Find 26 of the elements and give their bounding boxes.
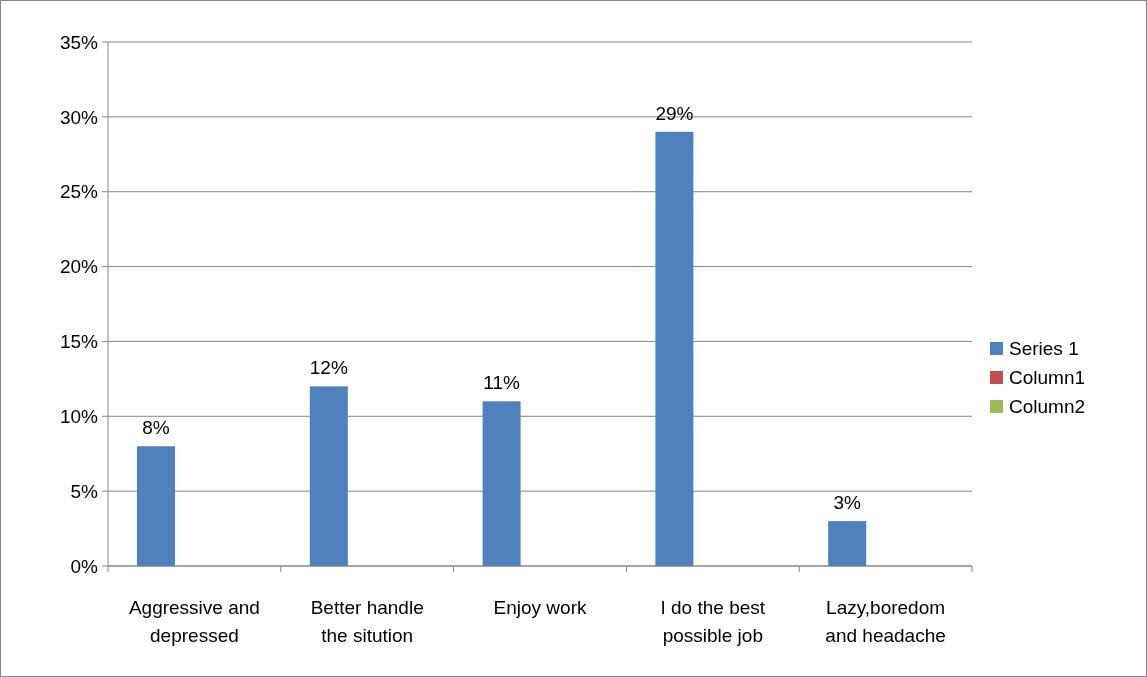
y-tick-label: 20%	[59, 256, 99, 278]
y-tick-label: 10%	[59, 405, 99, 427]
bar	[309, 386, 348, 566]
x-tick-label: Aggressive and depressed	[128, 597, 260, 646]
x-tick-label: I do the best possible job	[660, 597, 766, 646]
bar	[655, 131, 694, 566]
x-tick-label: Lazy,boredom and headache	[825, 597, 946, 646]
data-label: 12%	[309, 357, 348, 379]
data-label: 8%	[142, 417, 170, 439]
bar	[482, 401, 521, 566]
legend-label: Column1	[1009, 367, 1086, 389]
data-label: 11%	[483, 372, 521, 394]
legend-label: Column2	[1009, 396, 1086, 418]
y-tick-label: 30%	[59, 106, 99, 128]
y-tick-label: 15%	[59, 331, 99, 353]
y-tick-label: 25%	[59, 181, 99, 203]
y-tick-label: 35%	[59, 31, 99, 53]
legend-label: Series 1	[1009, 338, 1079, 360]
data-label: 29%	[655, 102, 694, 124]
data-label: 3%	[833, 492, 862, 514]
bar	[828, 521, 867, 566]
x-tick-label: Enjoy work	[493, 597, 587, 618]
x-tick-label: Better handle the sitution	[310, 597, 424, 646]
y-tick-label: 5%	[70, 480, 99, 502]
bar	[137, 446, 175, 566]
y-tick-label: 0%	[70, 555, 99, 577]
